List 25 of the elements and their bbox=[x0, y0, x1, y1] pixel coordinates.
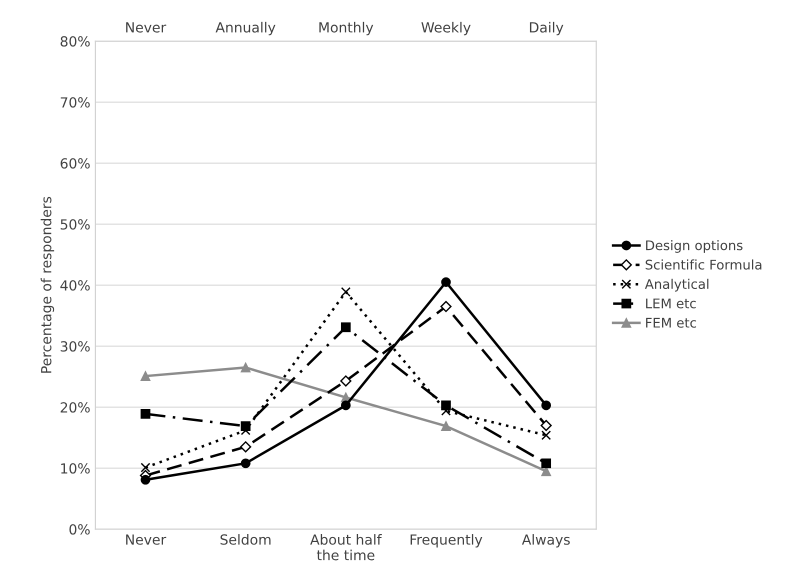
x-tick-label: Seldom bbox=[220, 534, 271, 545]
y-tick-label: 30% bbox=[60, 341, 90, 352]
legend-label: LEM etc bbox=[646, 298, 696, 308]
text: Never bbox=[126, 22, 166, 33]
y-tick-label: 80% bbox=[60, 36, 90, 47]
legend-label: Design options bbox=[646, 240, 743, 253]
text: Weekly bbox=[421, 22, 471, 36]
x-tick-label: Always bbox=[522, 534, 570, 548]
text: Daily bbox=[530, 22, 564, 36]
x-tick-label: About half the time bbox=[310, 534, 382, 560]
text: Monthly bbox=[319, 22, 374, 36]
x-tick-label: Frequently bbox=[410, 534, 482, 548]
y-tick-label: 20% bbox=[60, 402, 90, 413]
legend-label: Scientific Formula bbox=[646, 259, 762, 270]
x-tick-label: Never bbox=[126, 534, 166, 545]
y-axis-title: Percentage of responders bbox=[40, 196, 54, 373]
y-tick-label: 40% bbox=[60, 280, 90, 291]
legend-label: FEM etc bbox=[646, 318, 696, 328]
legend-label: Analytical bbox=[644, 278, 708, 292]
y-tick-label: 60% bbox=[60, 158, 90, 169]
y-tick-label: 50% bbox=[60, 219, 90, 230]
y-tick-label: 10% bbox=[61, 463, 90, 474]
y-tick-label: 0% bbox=[69, 524, 90, 535]
y-tick-label: 70% bbox=[60, 97, 90, 108]
text: Annually bbox=[216, 22, 276, 36]
